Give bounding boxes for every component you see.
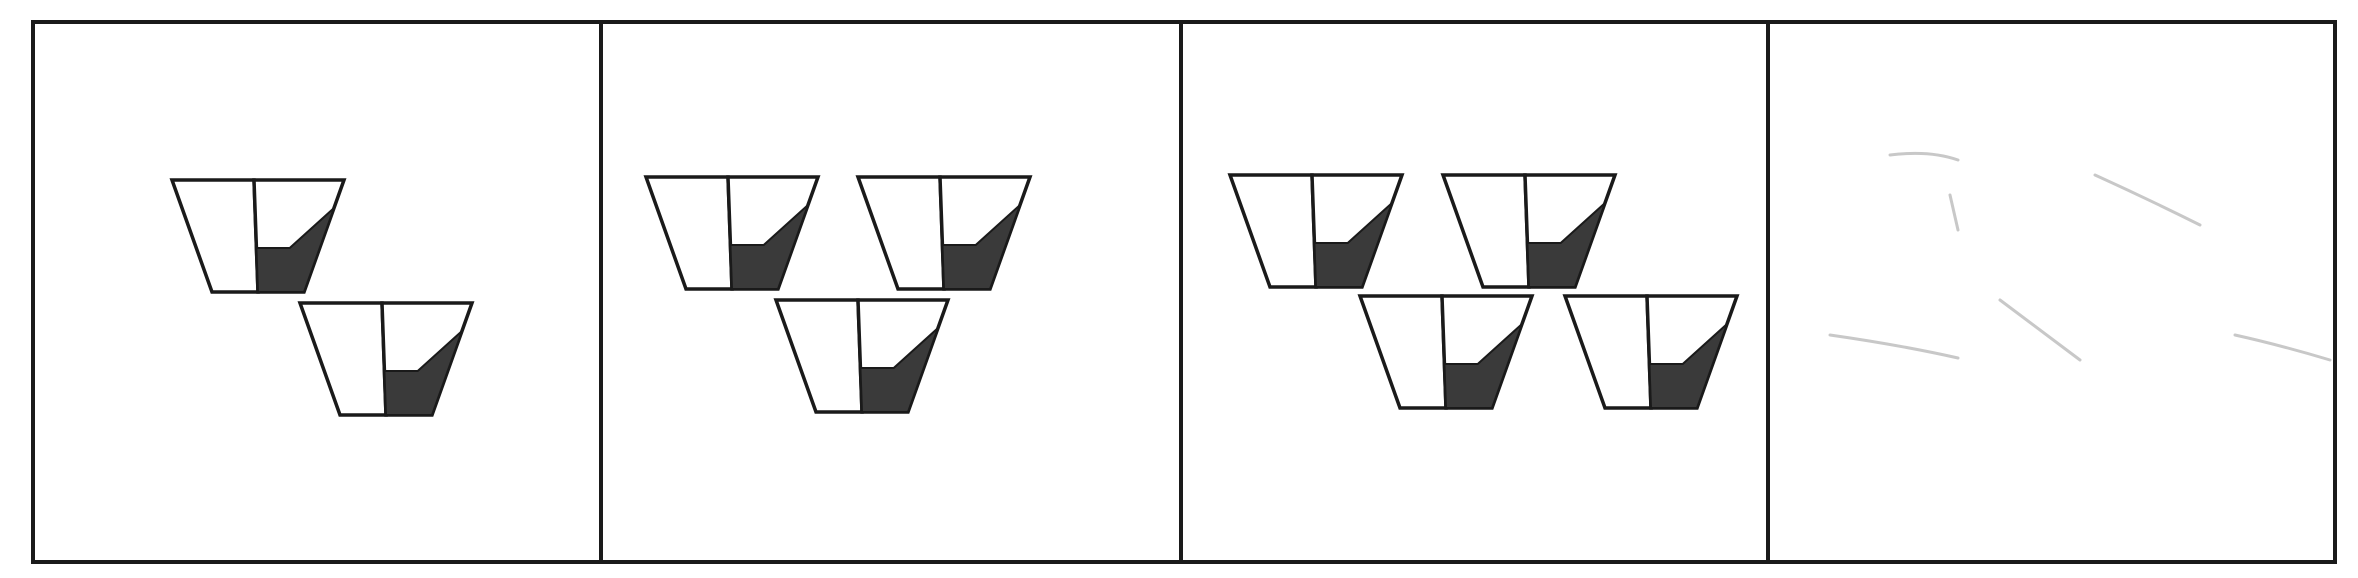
bowl-panel-1-2	[297, 301, 475, 417]
panels-layer	[169, 173, 1740, 417]
bowl-left-half	[1440, 173, 1531, 289]
bowl-left-half	[855, 175, 946, 291]
bowl-dark-fill	[941, 204, 1021, 290]
bowl-dark-fill	[383, 330, 463, 416]
bowl-panel-3-2	[1440, 173, 1618, 289]
bowl-dark-fill	[1648, 323, 1728, 409]
bowl-dark-fill	[1313, 202, 1393, 288]
bowl-left-half	[1562, 294, 1653, 410]
bowl-dark-fill	[1443, 323, 1523, 409]
bowl-panel-2-2	[855, 175, 1033, 291]
blank-panel-faint-marks	[1828, 151, 2332, 362]
bowl-panel-3-3	[1357, 294, 1535, 410]
bowl-panel-1-1	[169, 178, 347, 294]
bowl-panel-3-1	[1227, 173, 1405, 289]
bowl-left-half	[1357, 294, 1448, 410]
bowl-left-half	[169, 178, 260, 294]
figure-outer-frame	[31, 20, 2337, 564]
bowl-left-half	[773, 298, 864, 414]
bowl-panel-3-4	[1562, 294, 1740, 410]
bowl-dark-fill	[729, 204, 809, 290]
bowl-left-half	[643, 175, 734, 291]
bowl-panel-2-3	[773, 298, 951, 414]
bowl-left-half	[1227, 173, 1318, 289]
bowl-dark-fill	[859, 327, 939, 413]
bowl-dark-fill	[1526, 202, 1606, 288]
bowl-panel-2-1	[643, 175, 821, 291]
bowl-dark-fill	[255, 207, 335, 293]
bowl-left-half	[297, 301, 388, 417]
